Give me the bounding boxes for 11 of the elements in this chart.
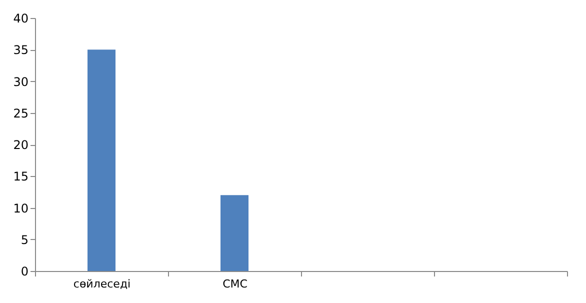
y-tick-label: 5 [20, 232, 28, 247]
y-tick-label: 15 [13, 170, 28, 184]
y-tick-label: 30 [13, 74, 28, 89]
y-tick-label: 10 [13, 201, 28, 216]
y-tick-label: 0 [20, 264, 28, 278]
x-tick-label: СМС [222, 278, 248, 290]
y-tick-label: 25 [13, 106, 28, 120]
y-tick-label: 20 [13, 138, 28, 152]
y-tick-label: 35 [13, 43, 28, 58]
y-tick-label: 40 [13, 12, 28, 26]
x-tick-label: сөйлеседі [73, 278, 131, 290]
